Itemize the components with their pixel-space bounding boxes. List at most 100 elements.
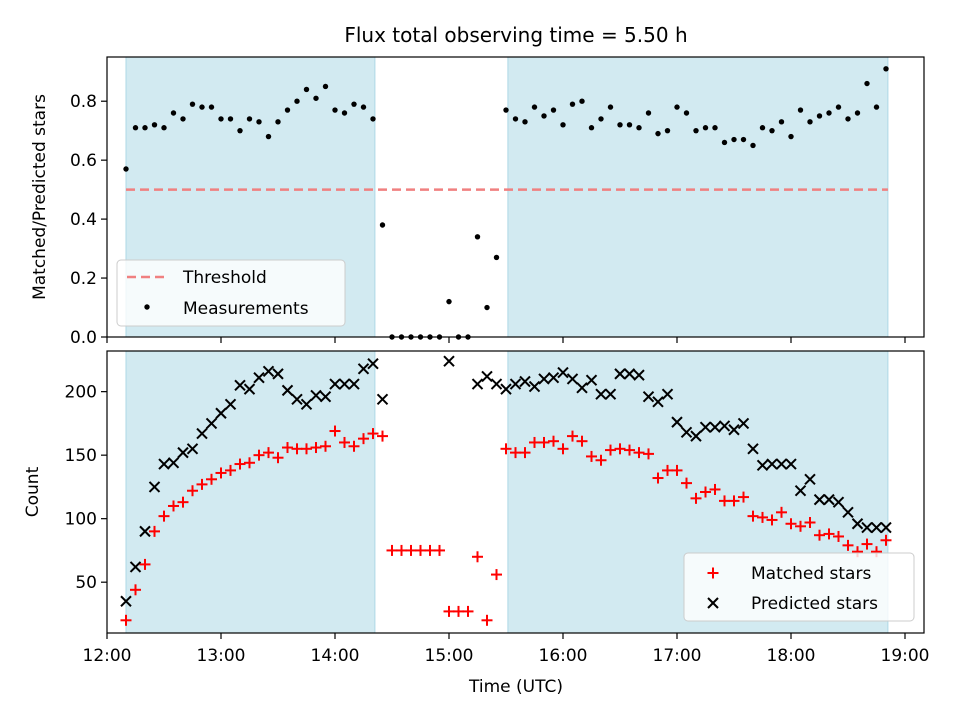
predicted-star-point xyxy=(262,365,275,378)
measurement-point xyxy=(778,119,785,125)
measurement-point xyxy=(132,125,139,131)
matched-star-point xyxy=(652,472,664,484)
predicted-star-point xyxy=(500,383,512,395)
matched-star-point xyxy=(386,544,398,556)
matched-star-point xyxy=(453,605,464,617)
predicted-star-point xyxy=(215,407,227,419)
measurement-point xyxy=(560,122,566,128)
measurement-point xyxy=(740,136,747,143)
matched-star-point xyxy=(605,444,616,456)
matched-star-point xyxy=(168,500,179,512)
predicted-star-point xyxy=(272,368,284,380)
matched-star-point xyxy=(586,450,597,462)
measurement-point xyxy=(256,119,262,125)
matched-star-point xyxy=(177,496,189,508)
predicted-star-point xyxy=(234,379,246,392)
legend-predicted-label: Predicted stars xyxy=(751,594,878,614)
top-axes-frame xyxy=(106,56,925,338)
bottom-observing-band-0 xyxy=(125,350,376,634)
measurement-point xyxy=(854,110,861,116)
figure-title: Flux total observing time = 5.50 h xyxy=(344,23,687,47)
measurement-point xyxy=(294,98,300,104)
predicted-star-point xyxy=(661,388,674,400)
predicted-star-point xyxy=(585,374,598,386)
measurement-point xyxy=(759,125,766,131)
predicted-star-point xyxy=(443,355,455,367)
legend-predicted-marker xyxy=(707,597,719,609)
matched-star-point xyxy=(567,430,578,442)
matched-star-point xyxy=(690,492,702,504)
predicted-star-point xyxy=(519,375,531,388)
top-x-ticks xyxy=(106,337,906,343)
matched-star-point xyxy=(785,518,797,530)
predicted-star-point xyxy=(633,369,645,381)
legend-matched-marker xyxy=(707,567,719,579)
matched-star-point xyxy=(510,447,521,459)
bottom-observing-bands xyxy=(125,350,889,634)
measurement-point xyxy=(180,116,186,122)
measurement-point xyxy=(750,142,756,149)
predicted-star-point xyxy=(747,443,759,455)
predicted-star-point xyxy=(547,371,560,384)
predicted-star-point xyxy=(766,458,778,470)
matched-star-point xyxy=(700,486,711,498)
top-y-ticks: 0.0 0.2 0.4 0.6 0.8 xyxy=(70,92,107,348)
measurement-point xyxy=(807,119,813,125)
measurement-point xyxy=(189,101,196,107)
predicted-star-point xyxy=(205,417,218,430)
matched-star-point xyxy=(263,447,274,459)
measurement-point xyxy=(208,104,215,110)
matched-star-point xyxy=(329,425,341,437)
measurement-point xyxy=(123,166,129,172)
top-legend: Threshold Measurements xyxy=(116,259,346,327)
measurement-point xyxy=(351,101,357,107)
matched-star-point xyxy=(671,464,683,476)
measurement-point xyxy=(683,110,690,116)
predicted-star-point xyxy=(139,525,151,538)
matched-star-point xyxy=(861,538,873,550)
predicted-star-point xyxy=(129,561,142,573)
predicted-star-point xyxy=(471,378,484,390)
predicted-star-point xyxy=(690,430,702,442)
matched-star-point xyxy=(215,467,227,479)
legend-threshold-label: Threshold xyxy=(182,268,267,288)
predicted-star-point xyxy=(718,420,731,432)
matched-star-point xyxy=(301,443,312,455)
predicted-star-point xyxy=(604,388,617,400)
measurement-point xyxy=(721,139,728,146)
matched-star-point xyxy=(548,435,559,447)
matched-star-point xyxy=(595,454,607,466)
x-tick-label: 16:00 xyxy=(539,646,588,666)
predicted-star-point xyxy=(186,443,199,455)
measurement-point xyxy=(199,104,205,110)
matched-star-point xyxy=(130,584,141,596)
predicted-star-point xyxy=(756,459,769,472)
measurement-point xyxy=(446,298,452,305)
matched-star-point xyxy=(624,444,635,456)
top-y-tick-label: 0.2 xyxy=(70,269,97,289)
measurement-point xyxy=(275,119,281,125)
predicted-star-point xyxy=(148,481,161,493)
measurement-point xyxy=(284,107,291,113)
measurement-point xyxy=(826,110,832,116)
matched-star-point xyxy=(738,491,749,503)
predicted-star-point xyxy=(367,357,379,370)
matched-star-point xyxy=(804,516,816,528)
measurement-points xyxy=(123,66,889,340)
top-y-tick-label: 0.6 xyxy=(70,151,97,171)
measurement-point xyxy=(303,86,310,93)
measurement-point xyxy=(664,127,671,134)
measurement-point xyxy=(588,125,595,131)
predicted-star-point xyxy=(348,378,360,390)
bottom-x-ticks: 12:00 13:00 14:00 15:00 16:00 17:00 18:00 19:00 xyxy=(83,633,930,666)
predicted-star-point xyxy=(785,458,797,470)
measurement-point xyxy=(484,304,490,311)
matched-star-point xyxy=(206,473,217,485)
measurement-point xyxy=(731,136,737,143)
matched-star-point xyxy=(681,477,692,489)
bottom-y-ticks: 50 100 150 200 xyxy=(65,383,107,593)
predicted-star-point xyxy=(538,373,550,385)
measurement-point xyxy=(797,107,804,113)
measurement-point xyxy=(218,116,224,122)
